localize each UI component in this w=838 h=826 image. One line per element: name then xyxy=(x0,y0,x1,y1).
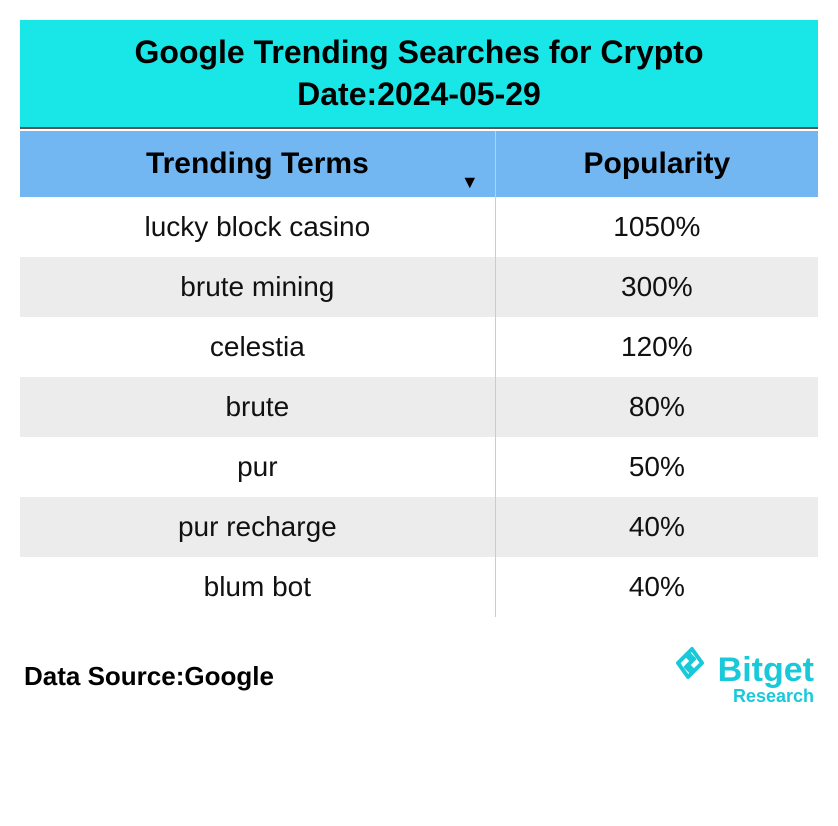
cell-term: brute mining xyxy=(20,257,495,317)
col-header-popularity[interactable]: Popularity xyxy=(495,131,818,197)
table-row: lucky block casino1050% xyxy=(20,197,818,257)
cell-term: pur recharge xyxy=(20,497,495,557)
table-row: pur50% xyxy=(20,437,818,497)
bitget-logo-text: Bitget Research xyxy=(718,651,814,707)
cell-term: blum bot xyxy=(20,557,495,617)
cell-term: celestia xyxy=(20,317,495,377)
bitget-logo-sub: Research xyxy=(733,686,814,707)
cell-popularity: 300% xyxy=(495,257,818,317)
cell-term: pur xyxy=(20,437,495,497)
title-line1: Google Trending Searches for Crypto xyxy=(30,32,808,74)
table-row: brute80% xyxy=(20,377,818,437)
trending-table: Trending Terms ▼ Popularity lucky block … xyxy=(20,131,818,617)
cell-popularity: 120% xyxy=(495,317,818,377)
cell-term: lucky block casino xyxy=(20,197,495,257)
sort-desc-icon[interactable]: ▼ xyxy=(461,172,479,193)
table-row: brute mining300% xyxy=(20,257,818,317)
bitget-logo: Bitget Research xyxy=(672,645,814,707)
cell-popularity: 80% xyxy=(495,377,818,437)
trending-table-card: Google Trending Searches for Crypto Date… xyxy=(20,20,818,707)
cell-term: brute xyxy=(20,377,495,437)
col-header-terms[interactable]: Trending Terms ▼ xyxy=(20,131,495,197)
bitget-logo-icon xyxy=(672,645,708,690)
data-source-label: Data Source:Google xyxy=(24,661,274,692)
col-header-popularity-label: Popularity xyxy=(584,147,731,180)
bitget-logo-main: Bitget xyxy=(718,651,814,690)
table-body: lucky block casino1050%brute mining300%c… xyxy=(20,197,818,617)
table-row: blum bot40% xyxy=(20,557,818,617)
title-banner: Google Trending Searches for Crypto Date… xyxy=(20,20,818,129)
col-header-terms-label: Trending Terms xyxy=(146,147,369,180)
footer: Data Source:Google Bitget Research xyxy=(20,645,818,707)
cell-popularity: 40% xyxy=(495,497,818,557)
table-row: celestia120% xyxy=(20,317,818,377)
cell-popularity: 40% xyxy=(495,557,818,617)
cell-popularity: 1050% xyxy=(495,197,818,257)
title-line2: Date:2024-05-29 xyxy=(30,74,808,116)
table-row: pur recharge40% xyxy=(20,497,818,557)
cell-popularity: 50% xyxy=(495,437,818,497)
